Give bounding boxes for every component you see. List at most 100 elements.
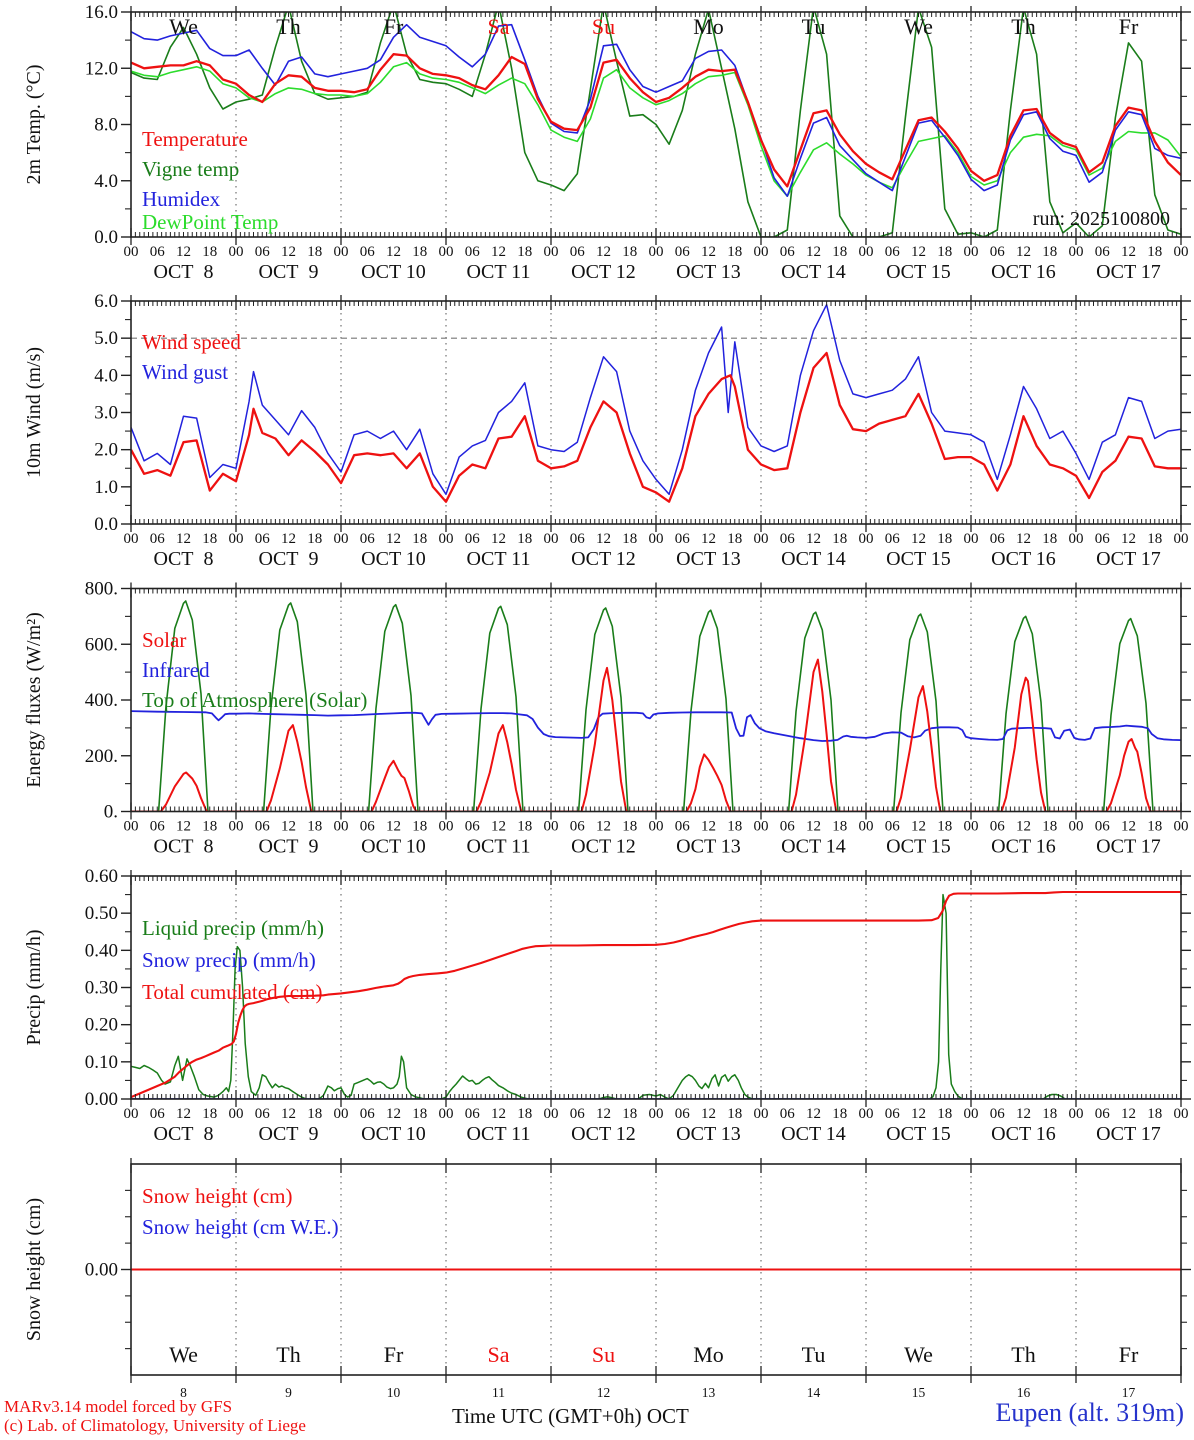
date-label: OCT 14 [781, 548, 846, 570]
day-number: 10 [387, 1385, 401, 1400]
hour-label: 12 [1016, 819, 1031, 835]
hour-label: 12 [596, 244, 611, 260]
hour-label: 18 [1147, 1106, 1162, 1122]
ytick-label-wind: 6.0 [94, 291, 118, 312]
hour-label: 00 [964, 531, 979, 547]
day-name-bottom: Mo [693, 1342, 724, 1367]
ytick-label-precip: 0.00 [85, 1089, 118, 1110]
hour-label: 18 [517, 819, 532, 835]
date-label: OCT 14 [781, 1123, 846, 1145]
day-name-bottom: Th [1011, 1342, 1035, 1367]
run-label: run: 2025100800 [1033, 208, 1170, 230]
hour-label: 18 [832, 819, 847, 835]
date-label: OCT 8 [154, 548, 214, 570]
series-dewpoint_temp-line [131, 61, 1181, 197]
date-label: OCT 12 [571, 548, 636, 570]
hour-label: 00 [649, 531, 664, 547]
date-label: OCT 9 [259, 836, 319, 858]
date-label: OCT 10 [361, 548, 426, 570]
ytick-label-temp: 0.0 [94, 227, 118, 248]
hour-label: 00 [1069, 819, 1084, 835]
hour-label: 12 [1121, 1106, 1136, 1122]
hour-label: 18 [517, 531, 532, 547]
hour-label: 18 [412, 244, 427, 260]
ytick-label-temp: 16.0 [85, 2, 118, 23]
hour-label: 18 [727, 1106, 742, 1122]
day-name-bottom: Su [592, 1342, 615, 1367]
hour-label: 12 [491, 244, 506, 260]
hour-label: 12 [806, 244, 821, 260]
hour-label: 06 [885, 531, 901, 547]
day-name-top: Mo [693, 14, 724, 39]
hour-label: 00 [544, 1106, 559, 1122]
legend-wind-1: Wind gust [142, 360, 228, 384]
date-label: OCT 14 [781, 836, 846, 858]
date-label: OCT 17 [1096, 261, 1161, 283]
hour-label: 12 [911, 531, 926, 547]
hour-label: 06 [990, 819, 1006, 835]
panel-energy: 0. 200. 400. 600. 800. Energy fluxes (W/m²) So… [23, 579, 1191, 858]
ytick-label-precip: 0.50 [85, 903, 118, 924]
hour-label: 12 [806, 531, 821, 547]
hour-label: 00 [229, 819, 244, 835]
hour-label: 06 [465, 531, 481, 547]
date-label: OCT 17 [1096, 1123, 1161, 1145]
model-credit: MARv3.14 model forced by GFS (c) Lab. of… [4, 1397, 306, 1435]
date-label: OCT 12 [571, 1123, 636, 1145]
ytick-label-precip: 0.60 [85, 866, 118, 887]
day-name-bottom: Fr [1119, 1342, 1139, 1367]
date-label: OCT 10 [361, 836, 426, 858]
hour-label: 06 [990, 1106, 1006, 1122]
hour-label: 00 [124, 244, 139, 260]
ytick-label-wind: 2.0 [94, 440, 118, 461]
hour-label: 12 [1121, 244, 1136, 260]
date-label: OCT 15 [886, 836, 951, 858]
legend-precip-2: Total cumulated (cm) [142, 980, 322, 1004]
series-infrared-line [131, 710, 1181, 742]
hour-label: 00 [544, 819, 559, 835]
day-name-bottom: We [904, 1342, 933, 1367]
hour-label: 06 [255, 819, 271, 835]
date-label: OCT 15 [886, 1123, 951, 1145]
date-label: OCT 10 [361, 1123, 426, 1145]
legend-energy-0: Solar [142, 628, 186, 652]
hour-label: 00 [964, 244, 979, 260]
hour-label: 06 [255, 1106, 271, 1122]
day-name-bottom: Tu [802, 1342, 826, 1367]
hour-label: 18 [1042, 1106, 1057, 1122]
hour-label: 12 [911, 1106, 926, 1122]
hour-label: 06 [885, 1106, 901, 1122]
hour-label: 06 [150, 244, 166, 260]
hour-label: 00 [754, 531, 769, 547]
hour-label: 06 [990, 244, 1006, 260]
hour-label: 18 [832, 531, 847, 547]
day-number: 9 [285, 1385, 292, 1400]
hour-label: 06 [675, 531, 691, 547]
axis-title-temp: 2m Temp. (°C) [23, 64, 45, 184]
hour-label: 12 [701, 1106, 716, 1122]
hour-label: 00 [649, 1106, 664, 1122]
day-name-top: Sa [488, 14, 510, 39]
hour-label: 00 [1174, 531, 1189, 547]
date-label: OCT 17 [1096, 836, 1161, 858]
date-label: OCT 16 [991, 548, 1056, 570]
day-number: 8 [180, 1385, 187, 1400]
hour-label: 00 [229, 244, 244, 260]
hour-label: 12 [386, 531, 401, 547]
hour-label: 12 [911, 819, 926, 835]
hour-label: 06 [1095, 244, 1111, 260]
date-label: OCT 14 [781, 261, 846, 283]
hour-label: 12 [491, 1106, 506, 1122]
hour-label: 12 [596, 819, 611, 835]
time-axis-title: Time UTC (GMT+0h) OCT [452, 1404, 689, 1428]
hour-label: 18 [517, 244, 532, 260]
hour-label: 06 [780, 531, 796, 547]
model-credit-line2: (c) Lab. of Climatology, University of L… [4, 1416, 306, 1435]
hour-label: 00 [439, 531, 454, 547]
hour-label: 00 [859, 244, 874, 260]
hour-label: 18 [412, 531, 427, 547]
hour-label: 18 [1042, 244, 1057, 260]
axis-title-precip: Precip (mm/h) [23, 929, 45, 1045]
hour-label: 18 [412, 819, 427, 835]
hour-label: 06 [570, 819, 586, 835]
